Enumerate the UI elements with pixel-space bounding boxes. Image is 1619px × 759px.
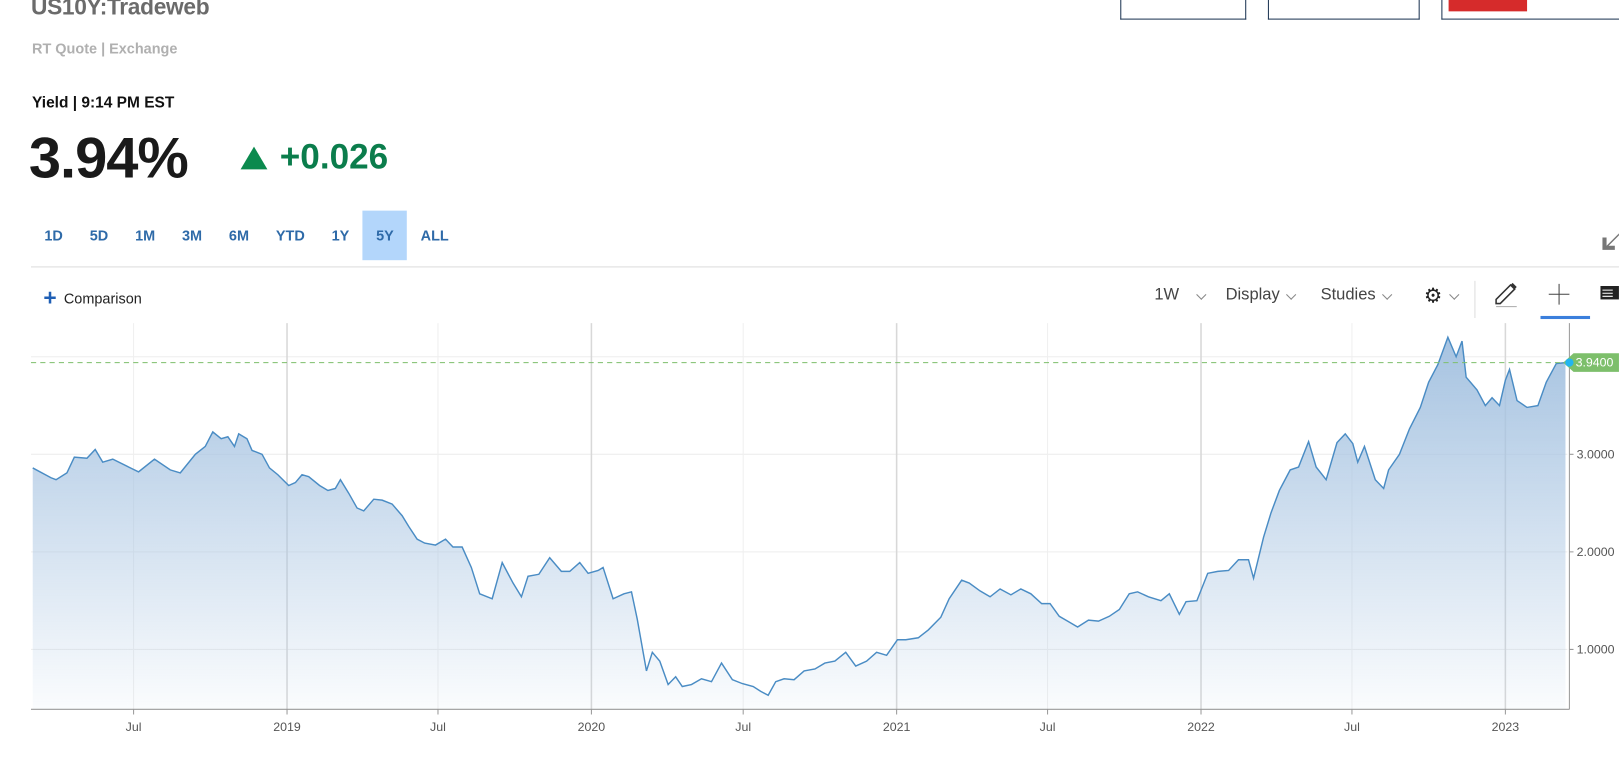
yield-time: Yield | 9:14 PM EST [32, 93, 175, 112]
red-action-button[interactable] [1448, 0, 1528, 12]
price-change: +0.026 [279, 137, 389, 177]
yield-area [32, 337, 1566, 710]
collapse-arrow-icon[interactable] [1600, 231, 1619, 252]
range-6m[interactable]: 6M [228, 227, 250, 244]
x-tick-label: 2019 [273, 720, 301, 734]
range-1m[interactable]: 1M [135, 227, 156, 244]
divider [30, 266, 1619, 268]
chevron-down-icon [1286, 289, 1297, 300]
active-tool-indicator [1540, 315, 1591, 320]
header-button-2[interactable] [1267, 0, 1420, 20]
x-tick-label: Jul [1040, 720, 1056, 734]
x-tick-label: 2021 [883, 720, 911, 734]
x-tick-label: Jul [430, 720, 446, 734]
toolbar-separator [1474, 280, 1476, 319]
crosshair-icon[interactable] [1547, 282, 1572, 307]
interval-label: 1W [1154, 286, 1180, 304]
chevron-down-icon [1196, 289, 1207, 300]
comparison-button[interactable]: + Comparison [43, 284, 142, 311]
last-price: 3.94% [28, 124, 189, 190]
x-tick-label: 2022 [1187, 720, 1215, 734]
range-5y[interactable]: 5Y [362, 210, 408, 261]
chevron-down-icon [1449, 289, 1460, 300]
plus-icon: + [43, 284, 57, 311]
x-tick-label: Jul [126, 720, 142, 734]
x-tick-label: Jul [1344, 720, 1360, 734]
x-tick-label: Jul [735, 720, 751, 734]
interval-dropdown[interactable]: 1W [1154, 286, 1207, 305]
range-ytd[interactable]: YTD [275, 227, 305, 244]
range-5d[interactable]: 5D [89, 227, 109, 244]
news-icon[interactable] [1600, 285, 1619, 302]
yield-line [32, 335, 1566, 697]
yield-chart[interactable]: Jul 2019 Jul 2020 Jul 2021 Jul 2022 Jul 2023 1.00… [0, 320, 1619, 759]
range-1d[interactable]: 1D [44, 227, 63, 244]
gear-icon: ⚙ [1423, 284, 1443, 308]
settings-dropdown[interactable]: ⚙ [1423, 283, 1460, 309]
symbol-title: US10Y:Tradeweb [30, 0, 210, 20]
quote-source: RT Quote | Exchange [32, 40, 178, 57]
up-arrow-icon [240, 146, 268, 170]
display-dropdown[interactable]: Display [1225, 286, 1297, 305]
y-tick-label: 2.0000 [1577, 545, 1615, 559]
header-button-1[interactable] [1120, 0, 1247, 20]
range-3m[interactable]: 3M [181, 227, 203, 244]
y-tick-label: 3.0000 [1577, 447, 1615, 461]
last-value-tag [1563, 353, 1619, 372]
studies-label: Studies [1320, 286, 1376, 304]
display-label: Display [1225, 286, 1280, 304]
chevron-down-icon [1382, 289, 1393, 300]
last-value-dot [1565, 358, 1574, 367]
x-tick-label: 2020 [578, 720, 606, 734]
last-value-label: 3.9400 [1576, 356, 1614, 370]
studies-dropdown[interactable]: Studies [1320, 286, 1393, 305]
x-tick-label: 2023 [1492, 720, 1520, 734]
y-tick-label: 1.0000 [1577, 643, 1615, 657]
range-selector: 1D 5D 1M 3M 6M YTD 1Y 5Y ALL [31, 210, 462, 261]
range-all[interactable]: ALL [420, 227, 449, 244]
comparison-label: Comparison [63, 290, 142, 307]
range-1y[interactable]: 1Y [331, 227, 350, 244]
pencil-icon[interactable] [1493, 281, 1520, 308]
